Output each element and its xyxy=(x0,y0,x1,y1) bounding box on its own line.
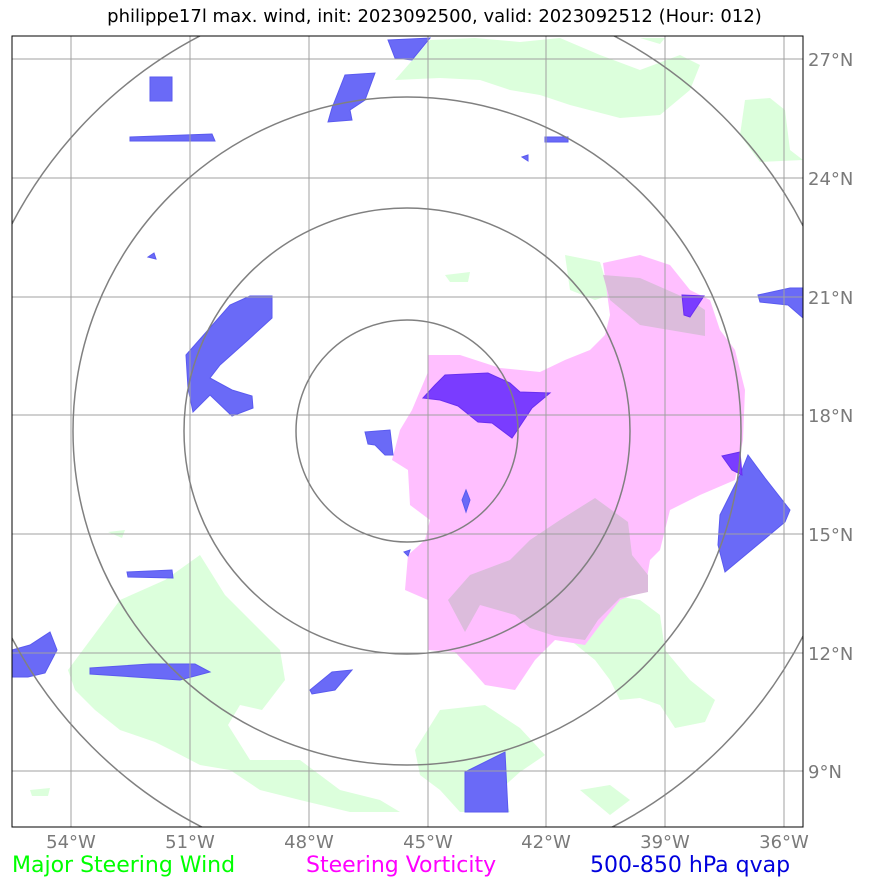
lon-labels: 54°W 51°W 48°W 45°W 42°W 39°W 36°W xyxy=(46,832,809,853)
lon-label: 51°W xyxy=(165,832,215,853)
map-frame xyxy=(11,35,804,828)
lat-label: 9°N xyxy=(808,762,842,783)
legend-steering-wind: Major Steering Wind xyxy=(12,853,236,878)
graticule xyxy=(12,36,803,827)
lat-label: 27°N xyxy=(808,50,853,71)
legend-qvap: 500-850 hPa qvap xyxy=(590,853,791,878)
lon-label: 54°W xyxy=(46,832,96,853)
map-fields xyxy=(12,36,803,827)
range-rings xyxy=(12,36,803,827)
lon-label: 39°W xyxy=(640,832,690,853)
lon-label: 42°W xyxy=(521,832,571,853)
lat-label: 15°N xyxy=(808,525,853,546)
lon-label: 36°W xyxy=(759,832,809,853)
lat-label: 18°N xyxy=(808,406,853,427)
steering-vorticity-layer xyxy=(392,255,745,690)
lat-labels: 27°N 24°N 21°N 18°N 15°N 12°N 9°N xyxy=(808,50,853,783)
range-ring-3 xyxy=(72,96,742,766)
lon-label: 45°W xyxy=(403,832,453,853)
map-title: philippe17l max. wind, init: 2023092500,… xyxy=(107,6,762,27)
lat-label: 24°N xyxy=(808,169,853,190)
legend-steering-vorticity: Steering Vorticity xyxy=(306,853,497,878)
lat-label: 21°N xyxy=(808,288,853,309)
lon-label: 48°W xyxy=(284,832,334,853)
qvap-layer xyxy=(12,37,803,813)
range-ring-2 xyxy=(183,207,631,655)
range-ring-1 xyxy=(295,319,519,543)
steering-wind-layer xyxy=(30,38,803,815)
lat-label: 12°N xyxy=(808,644,853,665)
